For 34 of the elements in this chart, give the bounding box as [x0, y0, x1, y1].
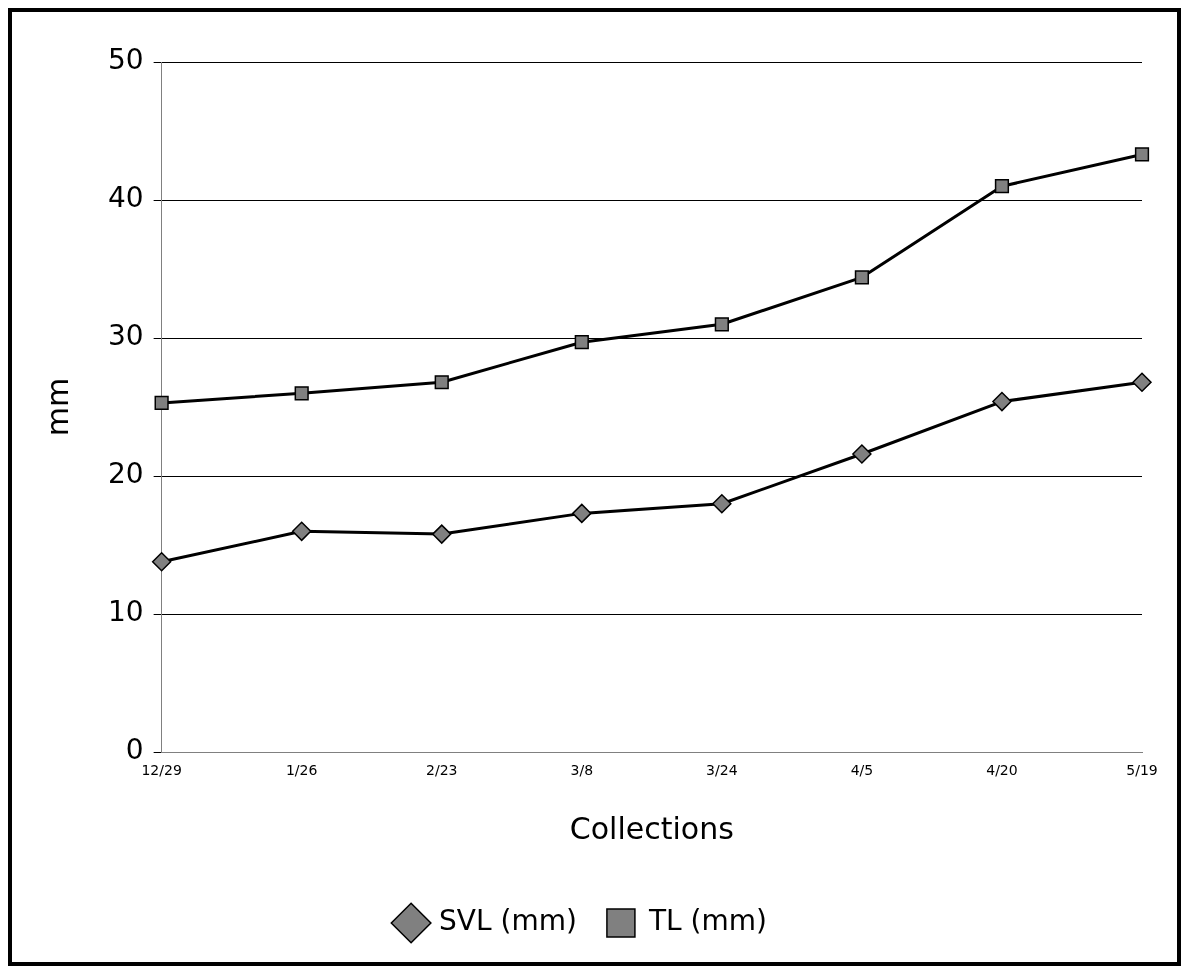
legend-label: SVL (mm): [439, 904, 577, 938]
point: [712, 493, 732, 514]
y-tick-label: 40: [107, 181, 144, 215]
y-tick-label: 50: [107, 43, 144, 77]
x-tick-label: 5/19: [1126, 762, 1158, 779]
y-tick-label: 30: [107, 319, 144, 353]
point: [852, 444, 872, 464]
point: [151, 551, 172, 572]
point: [1132, 372, 1152, 392]
point: [992, 391, 1012, 412]
y-tick-label: 20: [107, 457, 144, 491]
y-tick-label: 0: [125, 733, 144, 767]
point: [431, 524, 452, 544]
x-tick-label: 4/20: [986, 762, 1018, 779]
x-axis-title: Collections: [569, 810, 734, 846]
point: [154, 395, 169, 411]
point: [1134, 147, 1150, 162]
y-axis-title: mm: [39, 377, 75, 437]
point: [294, 386, 309, 401]
point: [572, 503, 592, 524]
point: [574, 335, 589, 350]
x-tick-label: 2/23: [426, 762, 458, 779]
point: [434, 375, 449, 390]
x-tick-label: 3/24: [706, 762, 738, 779]
x-tick-label: 4/5: [850, 762, 874, 779]
y-tick-label: 10: [107, 595, 144, 629]
x-tick-label: 3/8: [570, 762, 594, 779]
x-tick-label: 1/26: [285, 762, 318, 779]
point: [714, 317, 729, 332]
x-tick-label: 12/29: [141, 762, 182, 779]
point: [291, 521, 312, 542]
point: [854, 270, 870, 285]
legend-label: TL (mm): [647, 904, 767, 938]
point: [994, 179, 1010, 194]
